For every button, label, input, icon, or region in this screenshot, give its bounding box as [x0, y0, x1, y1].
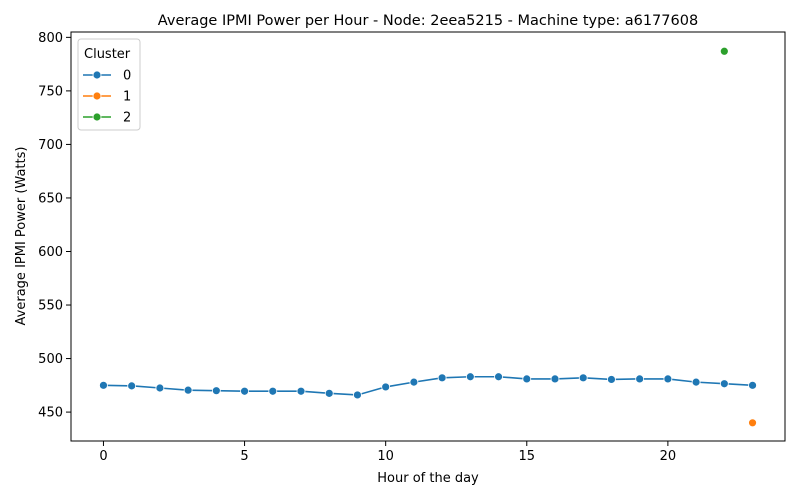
data-point	[550, 374, 560, 384]
x-tick-label: 15	[519, 449, 536, 464]
y-tick-label: 650	[38, 191, 63, 206]
y-tick-label: 700	[38, 138, 63, 153]
series-1	[748, 418, 757, 428]
series-2	[719, 46, 729, 56]
y-tick-label: 500	[38, 352, 63, 367]
data-point	[691, 377, 701, 387]
x-tick-label: 5	[240, 449, 248, 464]
legend-marker	[92, 91, 102, 101]
legend-title: Cluster	[84, 47, 131, 62]
legend-entry: 2	[83, 111, 131, 126]
series-line	[103, 375, 753, 396]
x-axis-label: Hour of the day	[377, 471, 479, 486]
data-point	[381, 382, 391, 392]
y-tick-label: 450	[38, 406, 63, 421]
data-point	[99, 380, 108, 390]
data-point	[183, 385, 193, 395]
data-point	[635, 374, 645, 384]
data-point	[719, 379, 729, 389]
data-point	[748, 418, 757, 428]
y-tick-label: 750	[38, 84, 63, 99]
data-point	[522, 374, 532, 384]
plot-frame	[70, 31, 786, 442]
data-point	[211, 386, 221, 396]
data-point	[719, 46, 729, 56]
legend-label: 1	[123, 90, 131, 105]
data-point	[437, 373, 447, 383]
y-tick-label: 800	[38, 31, 63, 46]
chart-title: Average IPMI Power per Hour - Node: 2eea…	[158, 13, 698, 29]
y-axis-label: Average IPMI Power (Watts)	[14, 147, 29, 326]
data-point	[353, 390, 362, 400]
data-point	[127, 381, 137, 391]
x-tick-label: 10	[377, 449, 394, 464]
data-point	[324, 388, 334, 398]
series-0	[99, 372, 757, 400]
data-point	[465, 372, 475, 382]
data-point	[240, 386, 249, 396]
legend-entry: 1	[83, 90, 131, 105]
y-tick-label: 600	[38, 245, 63, 260]
data-point	[607, 375, 616, 384]
legend: Cluster 0 1 2	[77, 38, 141, 131]
data-point	[296, 386, 306, 396]
legend-label: 0	[123, 69, 131, 84]
data-point	[494, 372, 503, 382]
data-point	[663, 374, 673, 384]
legend-box	[77, 38, 141, 131]
data-point	[268, 386, 278, 396]
data-point	[578, 373, 588, 383]
y-tick-label: 550	[38, 299, 63, 314]
legend-marker	[92, 112, 102, 122]
data-point	[748, 380, 757, 390]
x-tick-label: 0	[99, 449, 107, 464]
legend-entry: 0	[83, 69, 131, 84]
x-tick-label: 20	[660, 449, 677, 464]
legend-label: 2	[123, 111, 131, 126]
data-point	[409, 377, 419, 387]
data-point	[155, 383, 165, 393]
legend-marker	[92, 70, 102, 80]
